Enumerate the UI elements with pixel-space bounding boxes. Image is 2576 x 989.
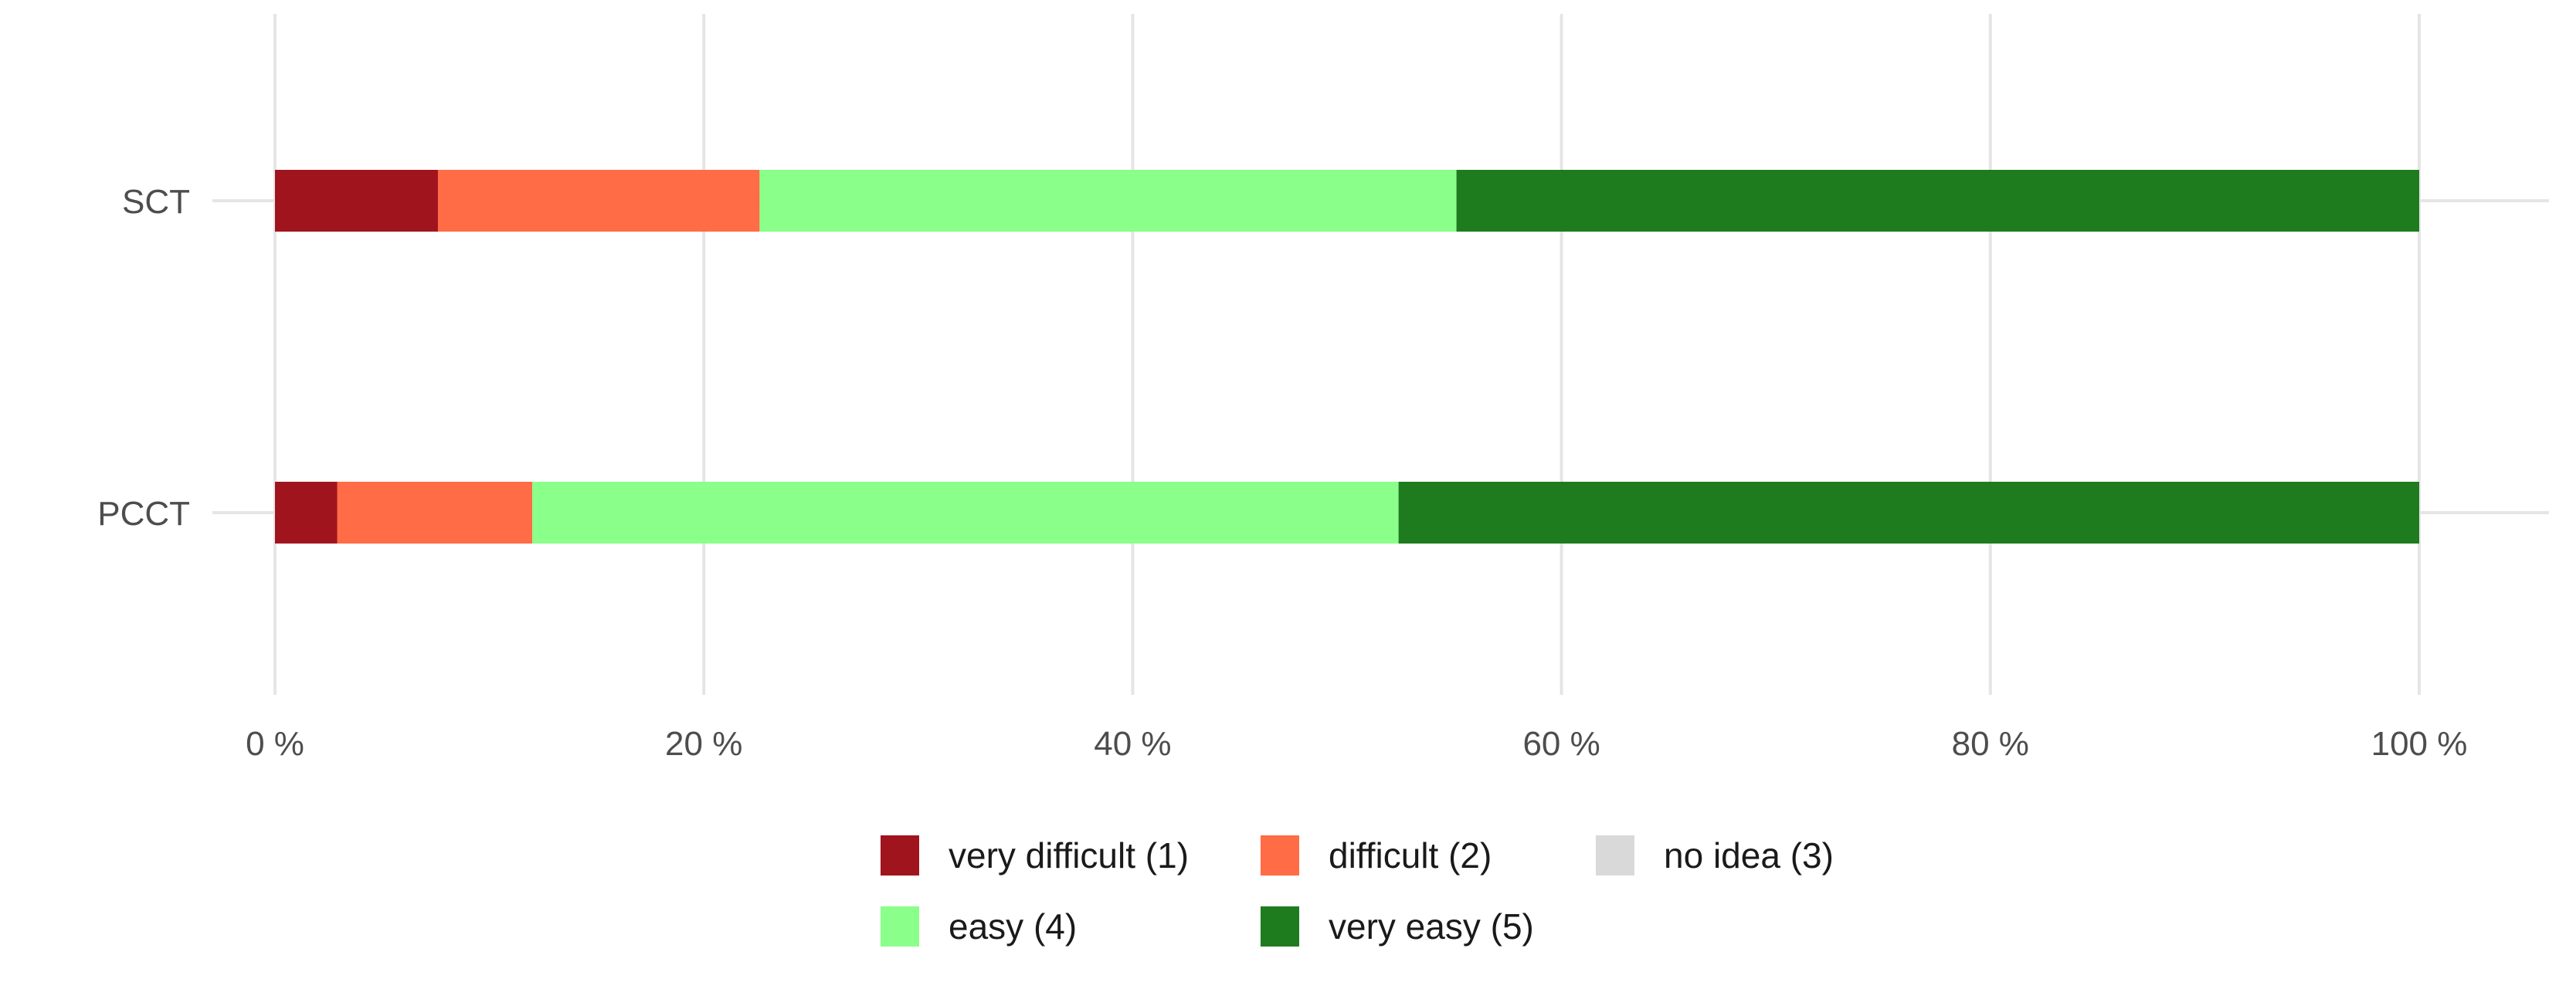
legend-label: easy (4) [949, 906, 1077, 947]
x-tick-label: 100 % [2371, 725, 2468, 763]
legend-swatch [1261, 906, 1299, 947]
legend-swatch [1261, 835, 1299, 876]
x-tick-label: 40 % [1094, 725, 1171, 763]
x-tick-label: 80 % [1952, 725, 2029, 763]
legend-swatch [881, 835, 919, 876]
legend-swatch [1596, 835, 1634, 876]
bar-segment-pcct-2 [337, 482, 533, 544]
x-tick-label: 20 % [665, 725, 742, 763]
bar-segment-pcct-4 [532, 482, 1399, 544]
x-tick-label: 0 % [246, 725, 304, 763]
x-axis-labels: 0 % 20 % 40 % 60 % 80 % 100 % [246, 725, 2467, 763]
category-label: SCT [122, 183, 190, 221]
legend-label: no idea (3) [1664, 835, 1834, 876]
legend-label: very easy (5) [1329, 906, 1534, 947]
y-axis-labels: SCT PCCT [97, 183, 190, 533]
bar-segment-sct-5 [1456, 170, 2419, 232]
bar-segment-sct-2 [437, 170, 760, 232]
bar-segment-pcct-5 [1398, 482, 2419, 544]
bar-segment-sct-1 [275, 170, 438, 232]
category-label: PCCT [97, 495, 190, 533]
x-tick-label: 60 % [1522, 725, 1600, 763]
bar-segment-sct-4 [759, 170, 1457, 232]
bar-segment-pcct-1 [275, 482, 338, 544]
legend-label: very difficult (1) [949, 835, 1189, 876]
legend-label: difficult (2) [1329, 835, 1492, 876]
legend: very difficult (1) difficult (2) no idea (… [881, 835, 1834, 947]
legend-swatch [881, 906, 919, 947]
bars [275, 170, 2419, 544]
grid-lines [212, 14, 2549, 695]
